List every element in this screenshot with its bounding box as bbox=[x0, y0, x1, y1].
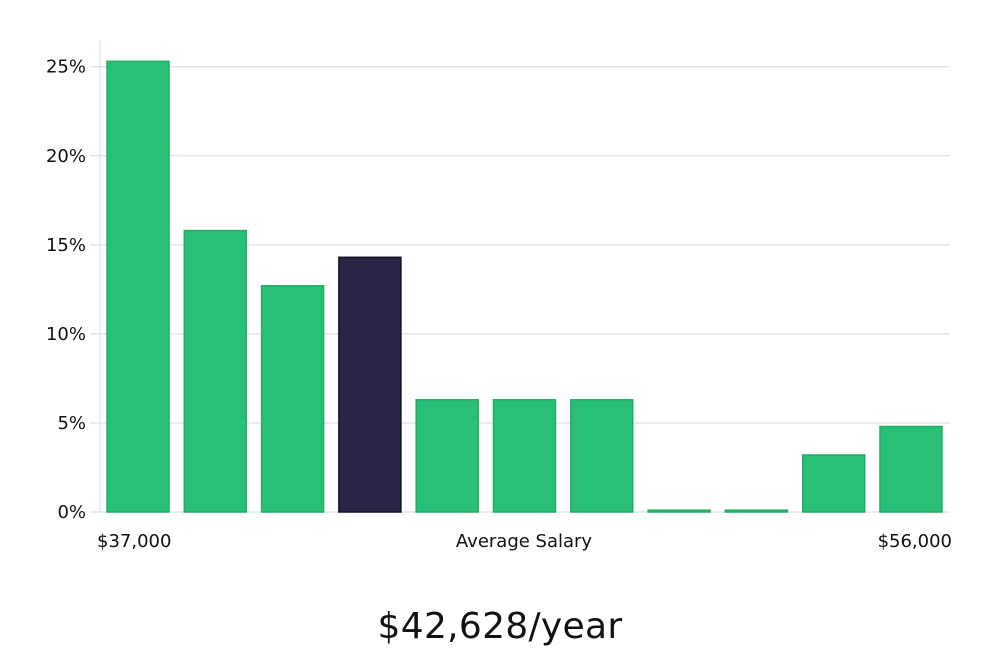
y-tick-label: 10% bbox=[46, 324, 86, 345]
x-min-label: $37,000 bbox=[97, 531, 171, 552]
bar-highlighted bbox=[338, 256, 402, 513]
bar bbox=[879, 425, 943, 513]
bar bbox=[724, 509, 789, 513]
salary-histogram: 0%5%10%15%20%25% $37,000 Average Salary … bbox=[46, 40, 952, 552]
y-axis-ticks: 0% 5% 10% 15% 20% 25% bbox=[46, 57, 86, 523]
x-max-label: $56,000 bbox=[878, 531, 952, 552]
bar bbox=[260, 285, 325, 513]
bars bbox=[106, 60, 943, 513]
bar bbox=[801, 454, 866, 513]
y-tick-label: 20% bbox=[46, 146, 86, 167]
y-tick-label: 0% bbox=[57, 502, 86, 523]
y-tick-label: 25% bbox=[46, 57, 86, 78]
average-salary-value: $42,628/year bbox=[377, 606, 623, 647]
bar bbox=[106, 60, 170, 513]
bar bbox=[492, 399, 557, 513]
bar bbox=[183, 229, 248, 513]
bar bbox=[570, 399, 634, 513]
y-tick-label: 15% bbox=[46, 235, 86, 256]
bar bbox=[647, 509, 711, 513]
y-tick-label: 5% bbox=[57, 413, 86, 434]
bar bbox=[415, 399, 479, 513]
x-axis-label: Average Salary bbox=[456, 531, 593, 552]
